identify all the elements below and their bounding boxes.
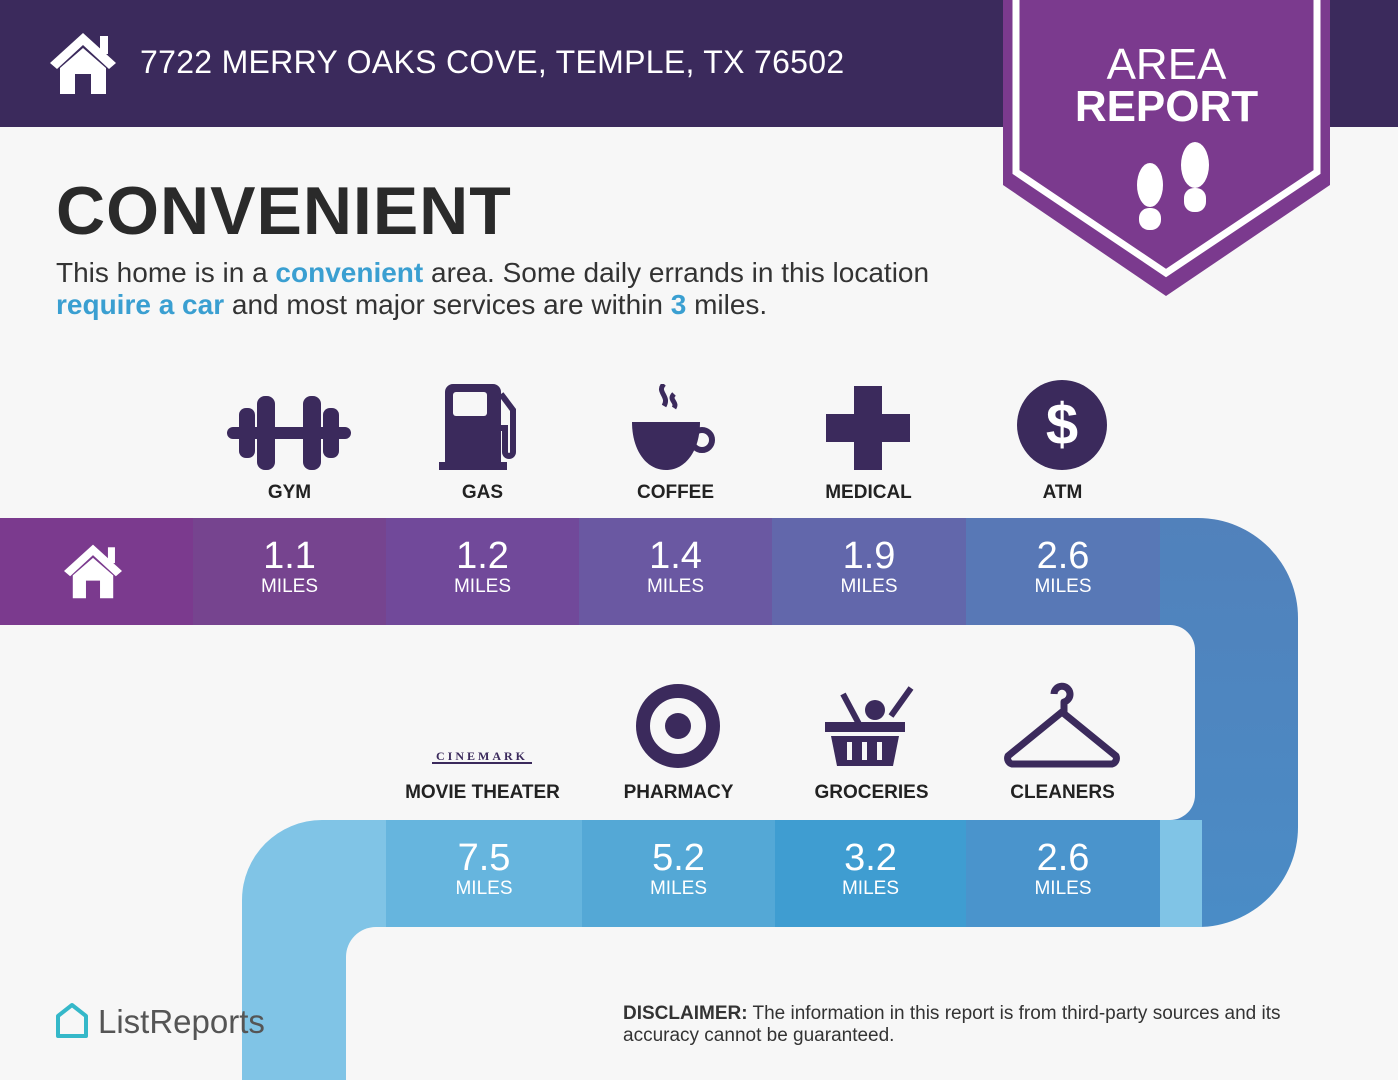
category-label: MEDICAL: [825, 482, 912, 503]
distance-value: 7.5: [457, 837, 511, 879]
svg-text:$: $: [1046, 392, 1078, 457]
distance-cell: 2.6 MILES: [966, 820, 1160, 927]
category-label: COFFEE: [636, 482, 715, 503]
distance-cell: 1.9 MILES: [772, 518, 966, 625]
distance-cell: 2.6 MILES: [966, 518, 1160, 625]
target-icon: [636, 684, 720, 773]
hanger-icon: [1002, 682, 1122, 773]
middle-panel: [0, 625, 1195, 820]
dollar-icon: $: [1017, 380, 1107, 475]
distance-unit: MILES: [455, 878, 513, 899]
distance-value: 3.2: [844, 837, 897, 879]
property-address: 7722 MERRY OAKS COVE, TEMPLE, TX 76502: [140, 44, 845, 80]
area-report-badge: [1003, 0, 1330, 296]
distance-value: 1.4: [649, 535, 702, 577]
distance-value: 5.2: [652, 837, 705, 879]
distance-unit: MILES: [840, 576, 898, 597]
distance-cell: 7.5 MILES: [386, 820, 582, 927]
bottom-panel: [346, 927, 1398, 1080]
gas-pump-icon: [439, 384, 525, 475]
distance-value: 2.6: [1036, 837, 1090, 879]
coffee-cup-icon: [632, 382, 718, 475]
category-label: GYM: [267, 482, 312, 503]
distance-cell: 1.1 MILES: [193, 518, 386, 625]
distance-cell: 1.4 MILES: [579, 518, 772, 625]
svg-text:CINEMARK: CINEMARK: [436, 749, 528, 763]
dumbbell-icon: [227, 396, 351, 475]
distance-value: 1.1: [263, 535, 316, 577]
disclaimer: DISCLAIMER: The information in this repo…: [623, 1003, 1281, 1046]
page-title: CONVENIENT: [56, 173, 512, 249]
distance-unit: MILES: [1034, 576, 1092, 597]
distance-unit: MILES: [646, 576, 705, 597]
distance-cell: 1.2 MILES: [386, 518, 579, 625]
distance-cell: 3.2 MILES: [775, 820, 966, 927]
distance-unit: MILES: [453, 576, 512, 597]
listreports-logo-icon: [56, 1003, 88, 1038]
category-label: ATM: [1042, 482, 1083, 503]
listreports-logo: ListReports: [98, 1003, 265, 1040]
category-label: PHARMACY: [623, 782, 734, 803]
home-icon: [50, 33, 116, 94]
distance-unit: MILES: [841, 878, 900, 899]
distance-unit: MILES: [649, 878, 708, 899]
cinemark-logo: CINEMARK: [430, 748, 534, 773]
category-label: GROCERIES: [814, 782, 929, 803]
medical-cross-icon: [826, 386, 910, 475]
distance-value: 1.2: [456, 535, 509, 577]
badge-title: AREA REPORT: [1074, 40, 1259, 131]
footprints-icon: [1137, 142, 1209, 230]
category-label: MOVIE THEATER: [405, 782, 560, 803]
distance-value: 2.6: [1036, 535, 1090, 577]
distance-unit: MILES: [1034, 878, 1092, 899]
home-marker-icon: [64, 544, 122, 599]
distance-value: 1.9: [842, 535, 896, 577]
grocery-basket-icon: [825, 684, 917, 773]
category-label: GAS: [461, 482, 504, 503]
description: This home is in a convenient area. Some …: [56, 257, 930, 320]
distance-unit: MILES: [260, 576, 319, 597]
category-label: CLEANERS: [1010, 782, 1115, 803]
distance-cell: 5.2 MILES: [582, 820, 775, 927]
